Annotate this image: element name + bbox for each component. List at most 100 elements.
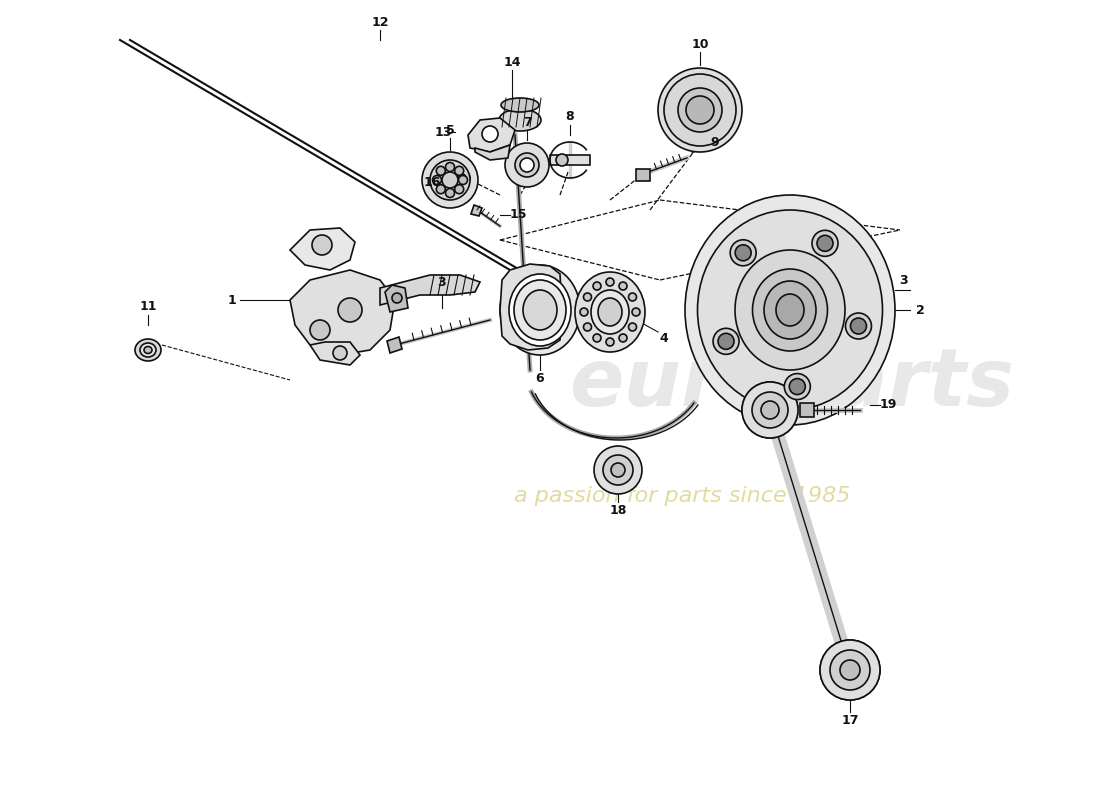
Text: 1: 1 <box>228 294 236 306</box>
Circle shape <box>442 172 458 188</box>
Circle shape <box>628 323 637 331</box>
Circle shape <box>752 392 788 428</box>
Text: 19: 19 <box>879 398 896 411</box>
Circle shape <box>713 328 739 354</box>
Ellipse shape <box>591 290 629 334</box>
Polygon shape <box>475 145 510 160</box>
Circle shape <box>830 650 870 690</box>
Circle shape <box>610 463 625 477</box>
Polygon shape <box>387 337 402 353</box>
Circle shape <box>594 446 642 494</box>
Circle shape <box>333 346 346 360</box>
Circle shape <box>619 282 627 290</box>
Ellipse shape <box>140 343 156 357</box>
Circle shape <box>454 185 464 194</box>
Polygon shape <box>290 228 355 270</box>
Text: 14: 14 <box>504 55 520 69</box>
Circle shape <box>606 278 614 286</box>
Circle shape <box>583 323 592 331</box>
Polygon shape <box>379 275 480 305</box>
Ellipse shape <box>764 281 816 339</box>
Polygon shape <box>310 342 360 365</box>
Circle shape <box>520 158 534 172</box>
Circle shape <box>820 640 880 700</box>
Circle shape <box>454 170 470 186</box>
Ellipse shape <box>135 339 161 361</box>
Text: 18: 18 <box>609 503 627 517</box>
Circle shape <box>686 96 714 124</box>
Circle shape <box>752 392 788 428</box>
Circle shape <box>310 320 330 340</box>
Ellipse shape <box>697 210 882 410</box>
Circle shape <box>437 185 446 194</box>
Polygon shape <box>800 403 814 417</box>
Text: 9: 9 <box>711 136 719 150</box>
Ellipse shape <box>514 280 566 340</box>
Text: 15: 15 <box>509 209 527 222</box>
Polygon shape <box>468 118 515 152</box>
Ellipse shape <box>500 98 539 112</box>
Circle shape <box>583 293 592 301</box>
Circle shape <box>459 175 468 185</box>
Text: 3: 3 <box>438 275 447 289</box>
Text: 2: 2 <box>915 303 924 317</box>
Circle shape <box>312 235 332 255</box>
Circle shape <box>515 153 539 177</box>
Circle shape <box>505 143 549 187</box>
Circle shape <box>820 640 880 700</box>
Circle shape <box>338 298 362 322</box>
Text: 6: 6 <box>536 371 544 385</box>
Circle shape <box>742 382 797 438</box>
Text: 5: 5 <box>446 123 454 137</box>
Ellipse shape <box>735 250 845 370</box>
Circle shape <box>718 334 734 350</box>
Circle shape <box>761 401 779 419</box>
Text: 7: 7 <box>522 115 531 129</box>
Circle shape <box>812 230 838 256</box>
Ellipse shape <box>509 274 571 346</box>
Text: 11: 11 <box>140 301 156 314</box>
Circle shape <box>482 126 498 142</box>
Circle shape <box>784 374 811 399</box>
Circle shape <box>850 318 867 334</box>
Text: 8: 8 <box>565 110 574 123</box>
Ellipse shape <box>685 195 895 425</box>
Ellipse shape <box>598 298 622 326</box>
Circle shape <box>840 660 860 680</box>
Circle shape <box>742 382 797 438</box>
Circle shape <box>446 162 454 171</box>
Circle shape <box>556 154 568 166</box>
Polygon shape <box>385 285 408 312</box>
Text: 16: 16 <box>424 175 441 189</box>
Ellipse shape <box>144 346 152 354</box>
Polygon shape <box>290 270 395 355</box>
Circle shape <box>593 282 601 290</box>
Text: 3: 3 <box>900 274 909 286</box>
Text: 10: 10 <box>691 38 708 50</box>
Circle shape <box>603 455 632 485</box>
Circle shape <box>830 650 870 690</box>
Circle shape <box>430 160 470 200</box>
Circle shape <box>606 338 614 346</box>
Circle shape <box>432 175 441 185</box>
Ellipse shape <box>776 294 804 326</box>
Circle shape <box>840 660 860 680</box>
Circle shape <box>422 152 478 208</box>
Polygon shape <box>500 264 562 350</box>
Text: 12: 12 <box>372 15 388 29</box>
Ellipse shape <box>752 269 827 351</box>
Ellipse shape <box>522 290 557 330</box>
Circle shape <box>619 334 627 342</box>
Circle shape <box>790 378 805 394</box>
Circle shape <box>678 88 722 132</box>
Circle shape <box>458 174 466 182</box>
Polygon shape <box>792 195 808 425</box>
Circle shape <box>761 401 779 419</box>
Polygon shape <box>471 205 482 216</box>
Text: a passion for parts since 1985: a passion for parts since 1985 <box>514 486 850 506</box>
Circle shape <box>664 74 736 146</box>
Circle shape <box>454 166 464 175</box>
Circle shape <box>628 293 637 301</box>
Circle shape <box>446 189 454 198</box>
Circle shape <box>658 68 742 152</box>
